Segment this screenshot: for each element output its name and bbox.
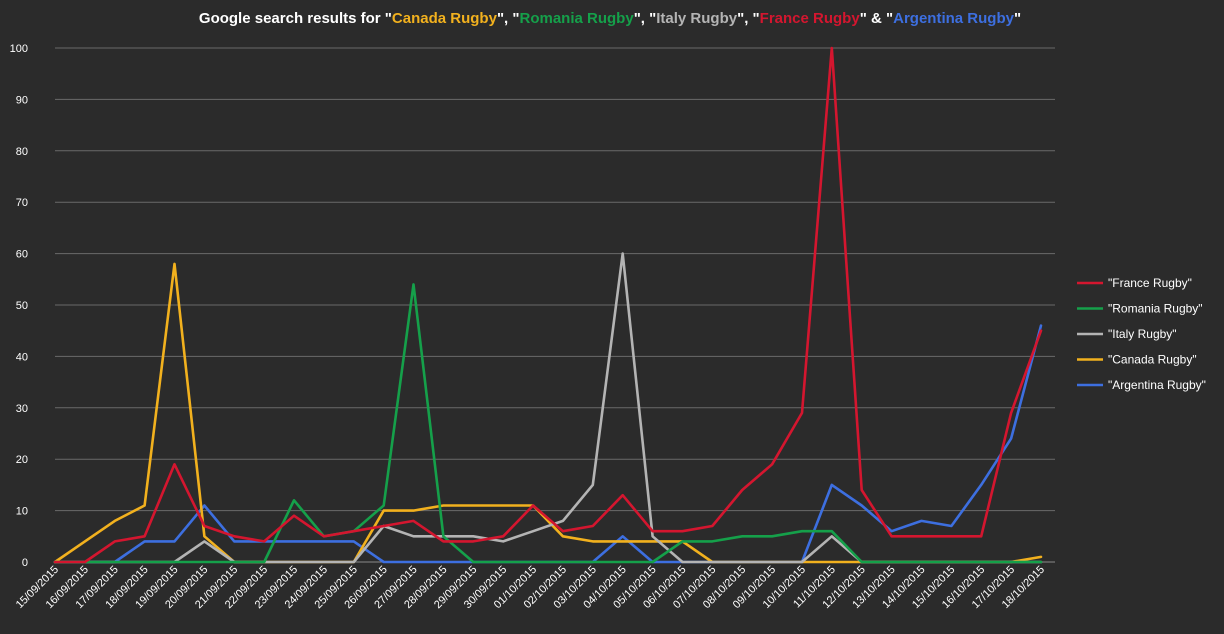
title-part: Italy Rugby xyxy=(656,10,738,27)
title-part: " & " xyxy=(860,10,893,27)
title-part: France Rugby xyxy=(760,10,861,27)
title-part: Romania Rugby xyxy=(520,10,635,27)
legend-label: "Italy Rugby" xyxy=(1108,327,1177,341)
legend-label: "Canada Rugby" xyxy=(1108,353,1197,367)
legend-label: "Romania Rugby" xyxy=(1108,302,1203,316)
y-tick-label: 50 xyxy=(16,300,28,312)
y-tick-label: 80 xyxy=(16,146,28,158)
chart-title: Google search results for "Canada Rugby"… xyxy=(199,10,1021,27)
title-part: " xyxy=(1014,10,1021,27)
legend: "France Rugby" "Romania Rugby" "Italy Rugb… xyxy=(1077,276,1206,392)
y-tick-label: 30 xyxy=(16,403,28,415)
title-part: ", " xyxy=(737,10,760,27)
y-axis-ticks: 0 10 20 30 40 50 60 70 80 90 100 xyxy=(10,43,28,569)
y-tick-label: 60 xyxy=(16,249,28,261)
series-line xyxy=(53,46,1043,564)
y-tick-label: 70 xyxy=(16,197,28,209)
series-lines xyxy=(53,46,1043,564)
title-part: Argentina Rugby xyxy=(893,10,1014,27)
legend-label: "Argentina Rugby" xyxy=(1108,378,1206,392)
gridlines xyxy=(55,47,1055,563)
legend-label: "France Rugby" xyxy=(1108,276,1192,290)
y-tick-label: 90 xyxy=(16,94,28,106)
y-tick-label: 100 xyxy=(10,43,28,55)
y-tick-label: 20 xyxy=(16,454,28,466)
y-tick-label: 0 xyxy=(22,557,28,569)
title-part: Google search results for " xyxy=(199,10,392,27)
title-part: ", " xyxy=(497,10,520,27)
y-tick-label: 10 xyxy=(16,506,28,518)
series-line xyxy=(53,283,1043,564)
x-axis-ticks: 15/09/201516/09/201517/09/201518/09/2015… xyxy=(14,564,1047,611)
title-part: ", " xyxy=(634,10,657,27)
title-part: Canada Rugby xyxy=(392,10,498,27)
y-tick-label: 40 xyxy=(16,351,28,363)
